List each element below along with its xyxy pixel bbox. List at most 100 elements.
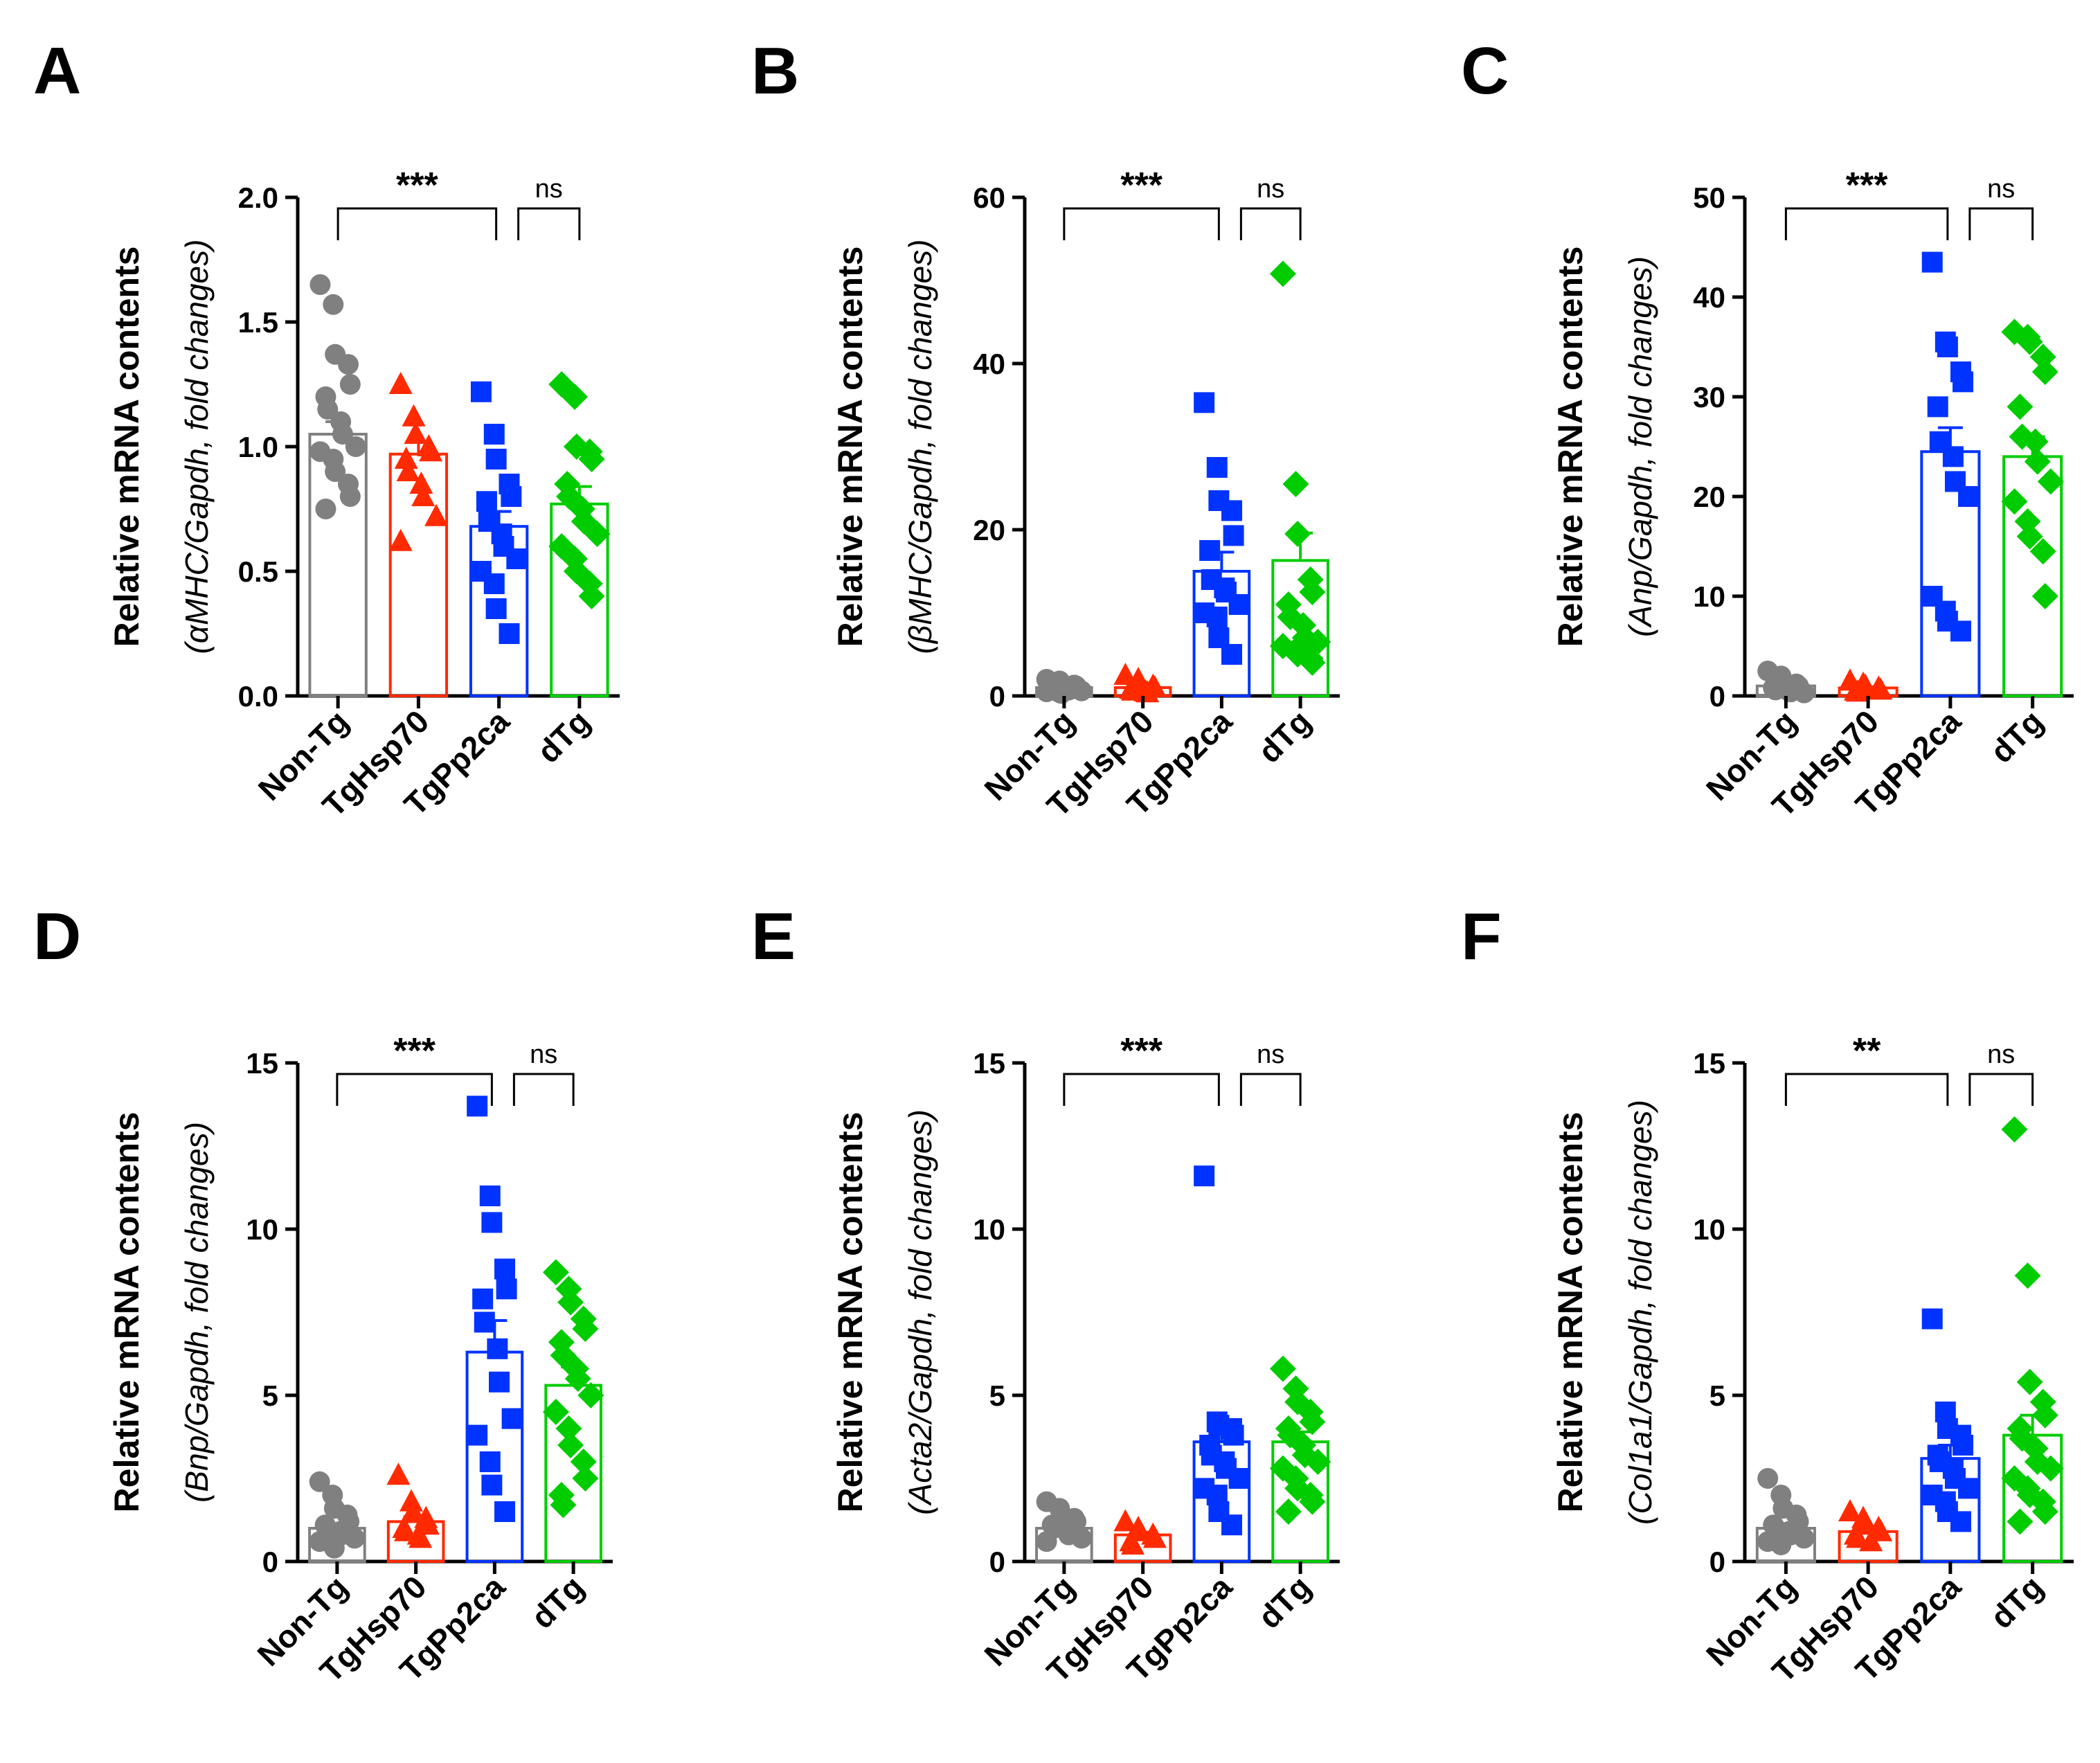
y-tick-label: 0 — [989, 1546, 1005, 1578]
group-non-tg — [308, 1471, 366, 1563]
panel-letter: F — [1461, 900, 1502, 974]
data-point — [1223, 1424, 1244, 1446]
data-point — [557, 1289, 584, 1316]
data-point — [1953, 371, 1974, 393]
data-point — [494, 1501, 515, 1522]
group-dtg — [2001, 1116, 2064, 1564]
bracket-line — [1968, 207, 2034, 240]
data-point — [564, 1366, 591, 1392]
group-tghsp70 — [1113, 1509, 1172, 1564]
data-point — [2031, 359, 2058, 385]
y-tick-label: 0 — [262, 1546, 278, 1578]
data-point — [496, 1278, 517, 1300]
data-point — [2016, 328, 2043, 355]
group-dtg — [548, 371, 611, 697]
data-point — [485, 449, 507, 469]
group-dtg — [542, 1259, 604, 1563]
significance-label: ** — [1853, 1031, 1881, 1071]
panel-letter: C — [1461, 34, 1509, 108]
data-point — [1921, 1308, 1943, 1330]
data-point — [419, 439, 443, 462]
data-point — [1269, 1355, 1296, 1382]
data-point — [483, 573, 505, 594]
data-point — [1846, 1525, 1870, 1548]
bracket-line — [1239, 207, 1302, 240]
data-point — [1142, 1525, 1167, 1548]
y-tick-label: 5 — [262, 1379, 278, 1412]
data-point — [1869, 1519, 1893, 1541]
data-point — [1206, 607, 1228, 627]
data-point — [400, 1489, 424, 1512]
significance-bracket: ns — [1239, 1040, 1302, 1106]
significance-label: ns — [1257, 174, 1284, 204]
data-point — [1793, 1528, 1815, 1549]
data-point — [337, 354, 359, 375]
x-category-label: dTg — [1983, 1568, 2049, 1635]
data-point — [470, 381, 492, 402]
y-axis-subtitle: (Anp/Gapdh, fold changes) — [1622, 256, 1658, 637]
data-point — [317, 399, 339, 420]
data-point — [1221, 644, 1242, 665]
data-point — [542, 1399, 569, 1425]
x-category-label: dTg — [1251, 1568, 1318, 1635]
y-tick-label: 0.5 — [238, 555, 278, 588]
y-axis-subtitle: (Col1a1/Gapdh, fold changes) — [1622, 1100, 1658, 1525]
panel-letter: A — [33, 34, 81, 108]
data-point — [2031, 1498, 2058, 1525]
bracket-line — [512, 1073, 575, 1106]
significance-bracket: ns — [517, 174, 581, 240]
significance-label: ns — [530, 1040, 557, 1069]
data-point — [339, 486, 361, 507]
y-axis-subtitle: (Bnp/Gapdh, fold changes) — [179, 1122, 215, 1503]
data-point — [2016, 523, 2043, 550]
significance-label: ns — [1257, 1040, 1284, 1069]
data-point — [388, 372, 413, 394]
y-axis-title: Relative mRNA contents — [107, 1112, 146, 1513]
data-point — [2016, 1368, 2043, 1395]
significance-label: *** — [1120, 1031, 1163, 1071]
data-point — [1071, 680, 1093, 701]
group-tgpp2ca — [1192, 392, 1251, 697]
data-point — [1282, 471, 1309, 497]
data-point — [424, 503, 449, 526]
data-point — [1846, 679, 1870, 702]
panel-letter: D — [33, 900, 81, 974]
data-point — [578, 583, 605, 609]
data-point — [501, 1408, 523, 1429]
panel-letter: E — [751, 900, 796, 974]
data-point — [2001, 488, 2028, 515]
panel-letter: B — [751, 34, 799, 108]
significance-bracket: *** — [1063, 165, 1220, 240]
data-point — [2024, 448, 2051, 475]
bracket-line — [1239, 1073, 1302, 1106]
data-point — [1206, 457, 1228, 478]
data-point — [1036, 1531, 1057, 1552]
data-point — [1071, 1528, 1093, 1549]
significance-label: ns — [535, 174, 563, 204]
data-point — [1942, 446, 1964, 467]
y-tick-label: 40 — [973, 348, 1005, 380]
data-point — [1194, 392, 1215, 413]
y-tick-label: 20 — [973, 514, 1005, 546]
data-point — [1299, 1488, 1326, 1515]
y-tick-label: 5 — [1709, 1379, 1725, 1412]
data-point — [572, 1465, 599, 1492]
data-point — [344, 1528, 366, 1549]
y-tick-label: 15 — [1693, 1047, 1725, 1080]
y-tick-label: 15 — [973, 1047, 1005, 1080]
y-tick-label: 5 — [989, 1379, 1005, 1412]
panel-C: C Relative mRNA contents (Anp/Gapdh, fold … — [1461, 34, 2074, 823]
data-point — [2007, 393, 2034, 420]
y-tick-label: 10 — [1693, 580, 1725, 613]
data-point — [577, 1382, 604, 1408]
y-tick-label: 40 — [1693, 281, 1725, 314]
bracket-line — [336, 207, 498, 240]
data-point — [467, 1424, 488, 1446]
bracket-line — [1063, 207, 1220, 240]
significance-bracket: ns — [1968, 1040, 2034, 1106]
bracket-line — [1784, 207, 1949, 240]
data-point — [506, 548, 528, 569]
data-point — [1228, 594, 1250, 615]
group-tgpp2ca — [469, 381, 529, 698]
